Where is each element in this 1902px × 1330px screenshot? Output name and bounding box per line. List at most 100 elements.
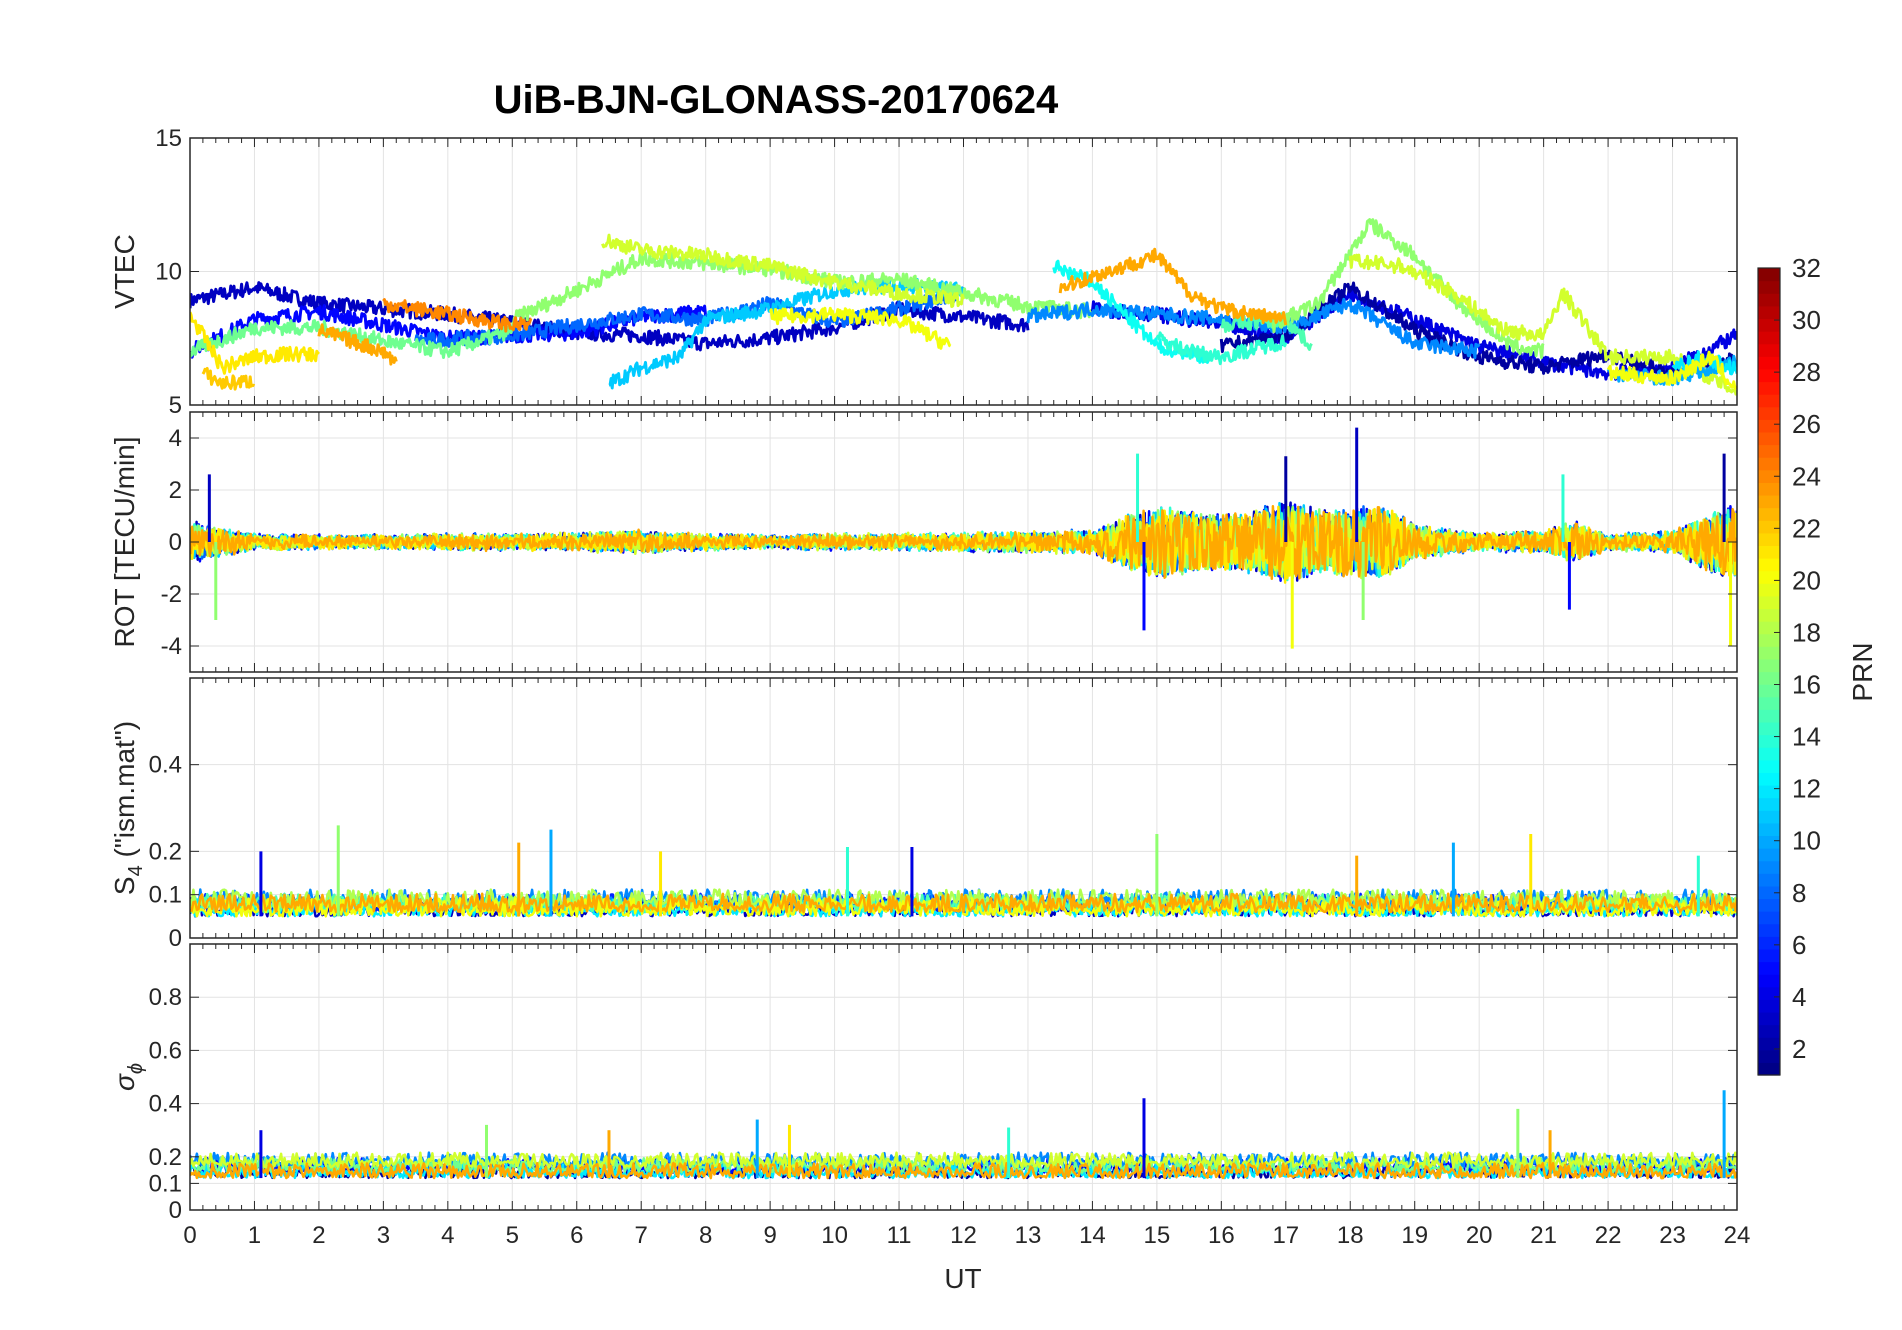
x-tick-label: 8 [699, 1222, 712, 1249]
y-tick-label: 10 [155, 259, 182, 286]
colorbar-tick-label: 18 [1792, 617, 1821, 647]
colorbar-segment [1758, 911, 1780, 925]
colorbar-segment [1758, 671, 1780, 685]
x-tick-label: 1 [248, 1222, 261, 1249]
colorbar-segment [1758, 431, 1780, 446]
panel-2: -4 -2 0 2 4 ROT [TECU/min] [109, 411, 1738, 673]
colorbar-segment [1758, 268, 1780, 282]
y-tick-label: -2 [161, 581, 182, 608]
colorbar-tick-label: 32 [1792, 253, 1821, 283]
colorbar-segment [1758, 898, 1780, 912]
data-traces [190, 427, 1737, 649]
colorbar-segment [1758, 885, 1780, 900]
colorbar-segment [1758, 520, 1780, 534]
x-tick-label: 2 [312, 1222, 325, 1249]
x-tick-label: 17 [1272, 1222, 1299, 1249]
colorbar-segment [1758, 709, 1780, 723]
colorbar-segment [1758, 1049, 1780, 1063]
colorbar-segment [1758, 797, 1780, 811]
colorbar-tick-label: 2 [1792, 1034, 1806, 1064]
colorbar-segment [1758, 1011, 1780, 1026]
colorbar-segment [1758, 948, 1780, 963]
colorbar-segment [1758, 595, 1780, 610]
colorbar-segment [1758, 305, 1780, 320]
colorbar-tick-label: 4 [1792, 982, 1806, 1012]
y-tick-label: 0 [169, 1197, 182, 1224]
colorbar-segment [1758, 608, 1780, 622]
sigma-phi-series-prn-19 [190, 1151, 1737, 1169]
x-tick-label: 16 [1208, 1222, 1235, 1249]
colorbar-tick-label: 6 [1792, 930, 1806, 960]
colorbar-segment [1758, 621, 1780, 635]
x-tick-label: 24 [1724, 1222, 1751, 1249]
colorbar-segment [1758, 986, 1780, 1000]
vtec-series-prn-20 [768, 306, 952, 350]
colorbar-segment [1758, 368, 1780, 383]
x-tick-label: 19 [1401, 1222, 1428, 1249]
x-tick-label: 20 [1466, 1222, 1493, 1249]
colorbar-segment [1758, 848, 1780, 862]
y-tick-label: 0.1 [149, 882, 182, 909]
colorbar-segment [1758, 381, 1780, 395]
colorbar-tick-label: 14 [1792, 722, 1821, 752]
colorbar-segment [1758, 318, 1780, 332]
colorbar-label: PRN [1847, 642, 1878, 701]
y-tick-label: 4 [169, 425, 182, 452]
x-tick-label: 22 [1595, 1222, 1622, 1249]
colorbar-tick-label: 10 [1792, 826, 1821, 856]
colorbar-segment [1758, 873, 1780, 887]
colorbar-segment [1758, 558, 1780, 572]
x-axis-label: UT [944, 1263, 981, 1294]
x-tick-label: 6 [570, 1222, 583, 1249]
colorbar-segment [1758, 1024, 1780, 1038]
colorbar-segment [1758, 999, 1780, 1013]
vtec-series-prn-14 [1155, 331, 1288, 366]
vtec-series-prn-22 [201, 367, 256, 391]
colorbar-segment [1758, 457, 1780, 471]
colorbar-segment [1758, 532, 1780, 547]
s4-series-prn-23 [190, 892, 1737, 914]
vtec-series-prn-24 [382, 298, 533, 333]
colorbar-segment [1758, 835, 1780, 849]
sigma-phi-series-prn-23 [190, 1161, 1737, 1180]
x-tick-label: 5 [506, 1222, 519, 1249]
y-tick-label: 0.6 [149, 1037, 182, 1064]
x-tick-label: 4 [441, 1222, 454, 1249]
colorbar-segment [1758, 646, 1780, 660]
colorbar-segment [1758, 394, 1780, 408]
vtec-series-prn-17 [1271, 218, 1545, 359]
colorbar-tick-label: 28 [1792, 357, 1821, 387]
colorbar-segment [1758, 583, 1780, 597]
colorbar-segment [1758, 419, 1780, 433]
data-traces [190, 825, 1737, 918]
y-tick-label: 0 [169, 925, 182, 952]
colorbar-segment [1758, 860, 1780, 874]
colorbar-segment [1758, 293, 1780, 307]
y-tick-label: 0.1 [149, 1170, 182, 1197]
y-tick-label: 0.4 [149, 1091, 182, 1118]
colorbar-segment [1758, 507, 1780, 521]
vtec-series-prn-15 [1220, 312, 1313, 351]
colorbar-segment [1758, 759, 1780, 773]
x-tick-label: 12 [950, 1222, 977, 1249]
colorbar-segment [1758, 633, 1780, 647]
x-tick-label: 15 [1144, 1222, 1171, 1249]
colorbar-segment [1758, 734, 1780, 748]
y-tick-label: 5 [169, 392, 182, 419]
colorbar-segment [1758, 923, 1780, 937]
vtec-series-prn-23 [317, 323, 398, 366]
x-tick-label: 9 [763, 1222, 776, 1249]
colorbar-segment [1758, 1062, 1780, 1076]
colorbar-segment [1758, 936, 1780, 950]
panel-1: 5 10 15 VTEC [109, 125, 1738, 419]
y-tick-label: 0.2 [149, 838, 182, 865]
colorbar-tick-label: 26 [1792, 409, 1821, 439]
colorbar-tick-label: 12 [1792, 774, 1821, 804]
colorbar-segment [1758, 974, 1780, 988]
x-tick-label: 14 [1079, 1222, 1106, 1249]
y-tick-label: 2 [169, 477, 182, 504]
